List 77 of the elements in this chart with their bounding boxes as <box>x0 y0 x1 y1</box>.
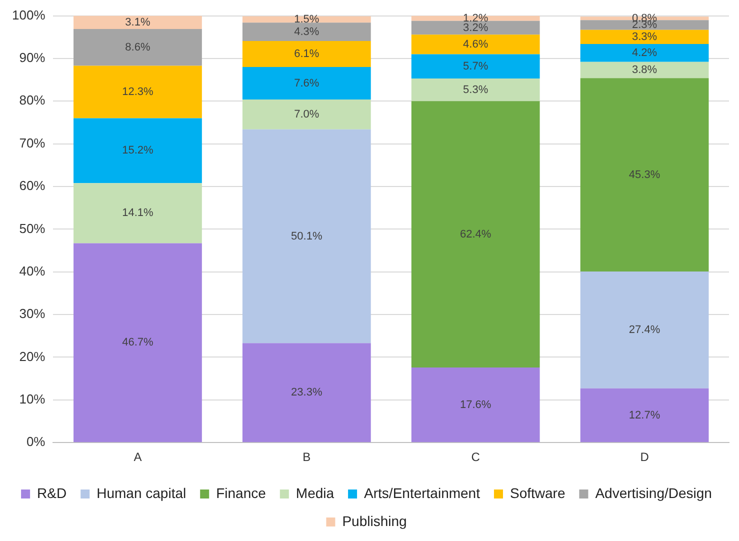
x-tick-label: C <box>471 450 480 464</box>
y-tick-label: 70% <box>19 135 46 150</box>
data-label: 15.2% <box>122 144 154 157</box>
data-label: 5.7% <box>463 60 488 72</box>
x-tick-label: A <box>134 450 142 464</box>
bar <box>74 66 202 118</box>
bar <box>411 78 540 102</box>
legend-label: Advertising/Design <box>595 484 712 501</box>
y-tick-label: 0% <box>26 434 46 450</box>
data-label: 14.1% <box>122 207 154 220</box>
data-label: 1.5% <box>294 13 320 26</box>
bar <box>74 16 202 30</box>
data-label: 3.3% <box>632 30 658 43</box>
bar <box>580 62 709 78</box>
bar <box>242 99 371 130</box>
data-label: 7.6% <box>294 77 320 90</box>
bar <box>580 20 709 30</box>
bar <box>411 101 540 368</box>
data-label: 8.6% <box>125 41 150 54</box>
y-tick-label: 60% <box>19 178 46 194</box>
bar <box>74 183 202 244</box>
y-tick-label: 90% <box>19 50 46 66</box>
data-label: 4.3% <box>294 26 320 38</box>
legend-label: Arts/Entertainment <box>364 484 480 501</box>
data-label: 2.3% <box>632 19 658 32</box>
bar <box>580 78 709 272</box>
bar <box>242 22 371 41</box>
legend-label: Human capital <box>96 484 186 501</box>
bar <box>580 30 709 44</box>
data-label: 45.3% <box>628 168 660 181</box>
legend-label: R&D <box>37 484 67 501</box>
data-label: 3.2% <box>463 22 488 34</box>
data-label: 1.2% <box>463 12 488 24</box>
data-label: 23.3% <box>291 386 322 399</box>
y-tick-label: 20% <box>19 348 46 364</box>
y-tick-label: 50% <box>19 220 46 236</box>
data-label: 3.1% <box>125 16 150 28</box>
data-label: 50.1% <box>291 230 322 242</box>
bar <box>411 20 540 35</box>
legend-label: Finance <box>216 484 266 501</box>
data-label: 46.7% <box>122 336 154 349</box>
data-label: 5.3% <box>463 84 488 96</box>
bar <box>74 118 202 184</box>
data-label: 17.6% <box>460 398 492 411</box>
data-label: 3.8% <box>632 64 658 76</box>
bar <box>242 129 371 344</box>
y-tick-label: 80% <box>19 92 46 108</box>
data-label: 27.4% <box>628 324 660 336</box>
legend-label: Software <box>510 484 566 501</box>
legend-label: Media <box>296 484 334 501</box>
y-tick-label: 100% <box>12 7 46 22</box>
bar <box>74 29 202 66</box>
data-label: 4.6% <box>463 38 488 50</box>
bar <box>242 343 371 442</box>
y-tick-label: 10% <box>19 392 46 406</box>
data-label: 62.4% <box>460 228 492 240</box>
bar <box>411 16 540 21</box>
bar <box>74 243 202 442</box>
data-label: 12.7% <box>628 409 660 422</box>
bar <box>580 271 709 388</box>
bar <box>580 44 709 62</box>
bar <box>242 16 371 23</box>
bar <box>411 367 540 442</box>
bar <box>580 388 709 442</box>
bar <box>242 40 371 68</box>
y-tick-label: 30% <box>19 306 46 322</box>
data-label: 6.1% <box>294 48 320 60</box>
data-label: 7.0% <box>294 108 320 120</box>
bar <box>242 67 371 100</box>
bar <box>411 34 540 54</box>
data-label: 12.3% <box>122 86 154 98</box>
data-label: 4.2% <box>632 46 658 59</box>
x-tick-label: B <box>302 450 311 464</box>
x-tick-label: D <box>640 450 650 464</box>
bar <box>411 54 540 79</box>
legend-label: Publishing <box>342 512 407 529</box>
y-tick-label: 40% <box>19 263 46 278</box>
